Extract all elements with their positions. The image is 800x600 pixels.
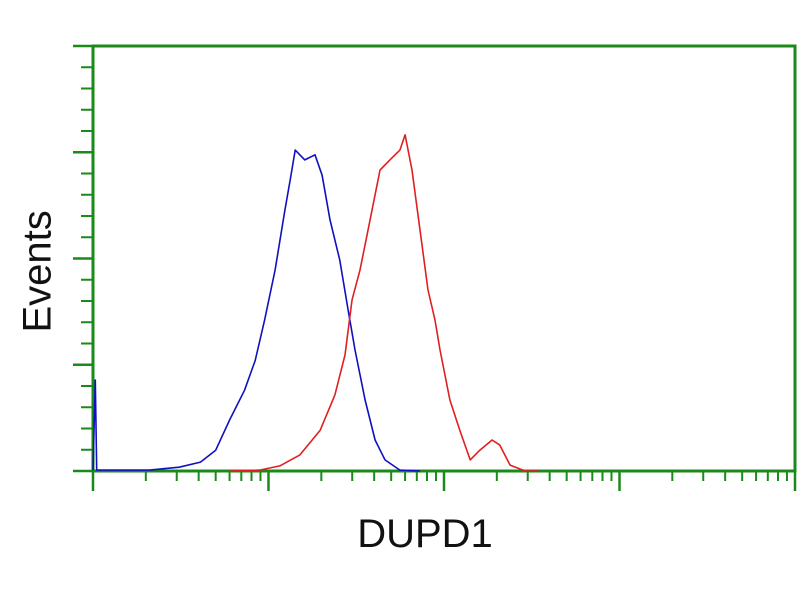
plot-frame: [91, 44, 797, 473]
y-axis-label: Events: [15, 210, 60, 333]
series-line-blue: [92, 149, 421, 472]
x-axis-label: DUPD1: [357, 512, 493, 556]
series-line-red: [229, 134, 540, 472]
